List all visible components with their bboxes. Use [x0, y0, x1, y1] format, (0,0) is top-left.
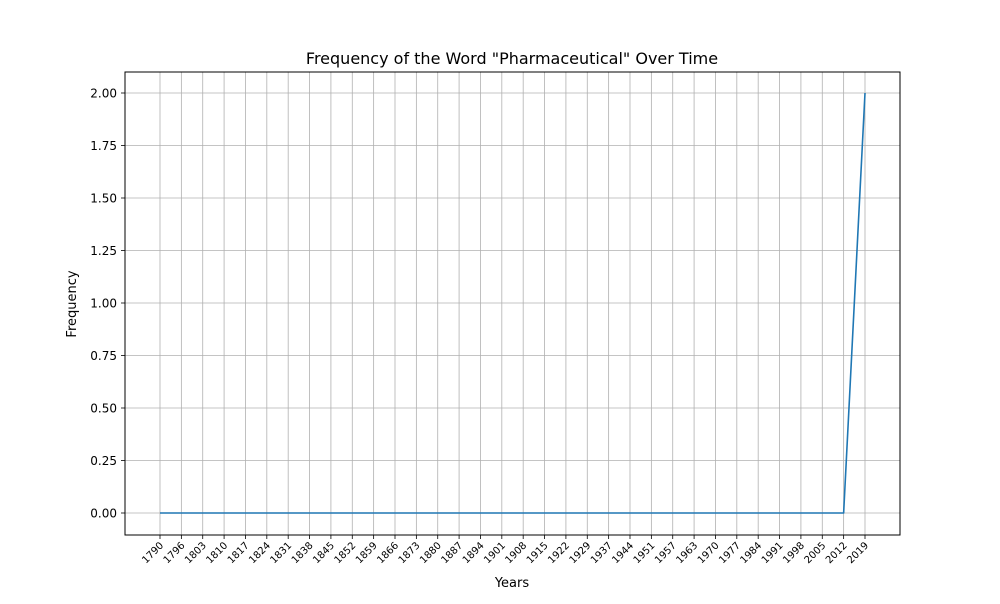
y-tick-label: 1.00 [90, 297, 117, 311]
y-axis-label: Frequency [65, 270, 80, 337]
y-tick-label: 1.50 [90, 192, 117, 206]
y-tick-label: 2.00 [90, 87, 117, 101]
x-axis-label: Years [494, 576, 530, 591]
y-axis: 0.00 0.25 0.50 0.75 1.00 1.25 1.50 1.75 2.00 [90, 87, 125, 521]
y-tick-label: 1.25 [90, 244, 117, 258]
chart-title: Frequency of the Word "Pharmaceutical" O… [306, 49, 718, 68]
y-tick-label: 0.00 [90, 507, 117, 521]
grid-layer [125, 72, 900, 535]
y-tick-label: 0.75 [90, 349, 117, 363]
y-tick-label: 0.50 [90, 402, 117, 416]
series-layer [160, 92, 866, 514]
series-line [160, 92, 866, 514]
y-tick-label: 1.75 [90, 139, 117, 153]
plot-frame [124, 71, 901, 536]
y-tick-label: 0.25 [90, 454, 117, 468]
